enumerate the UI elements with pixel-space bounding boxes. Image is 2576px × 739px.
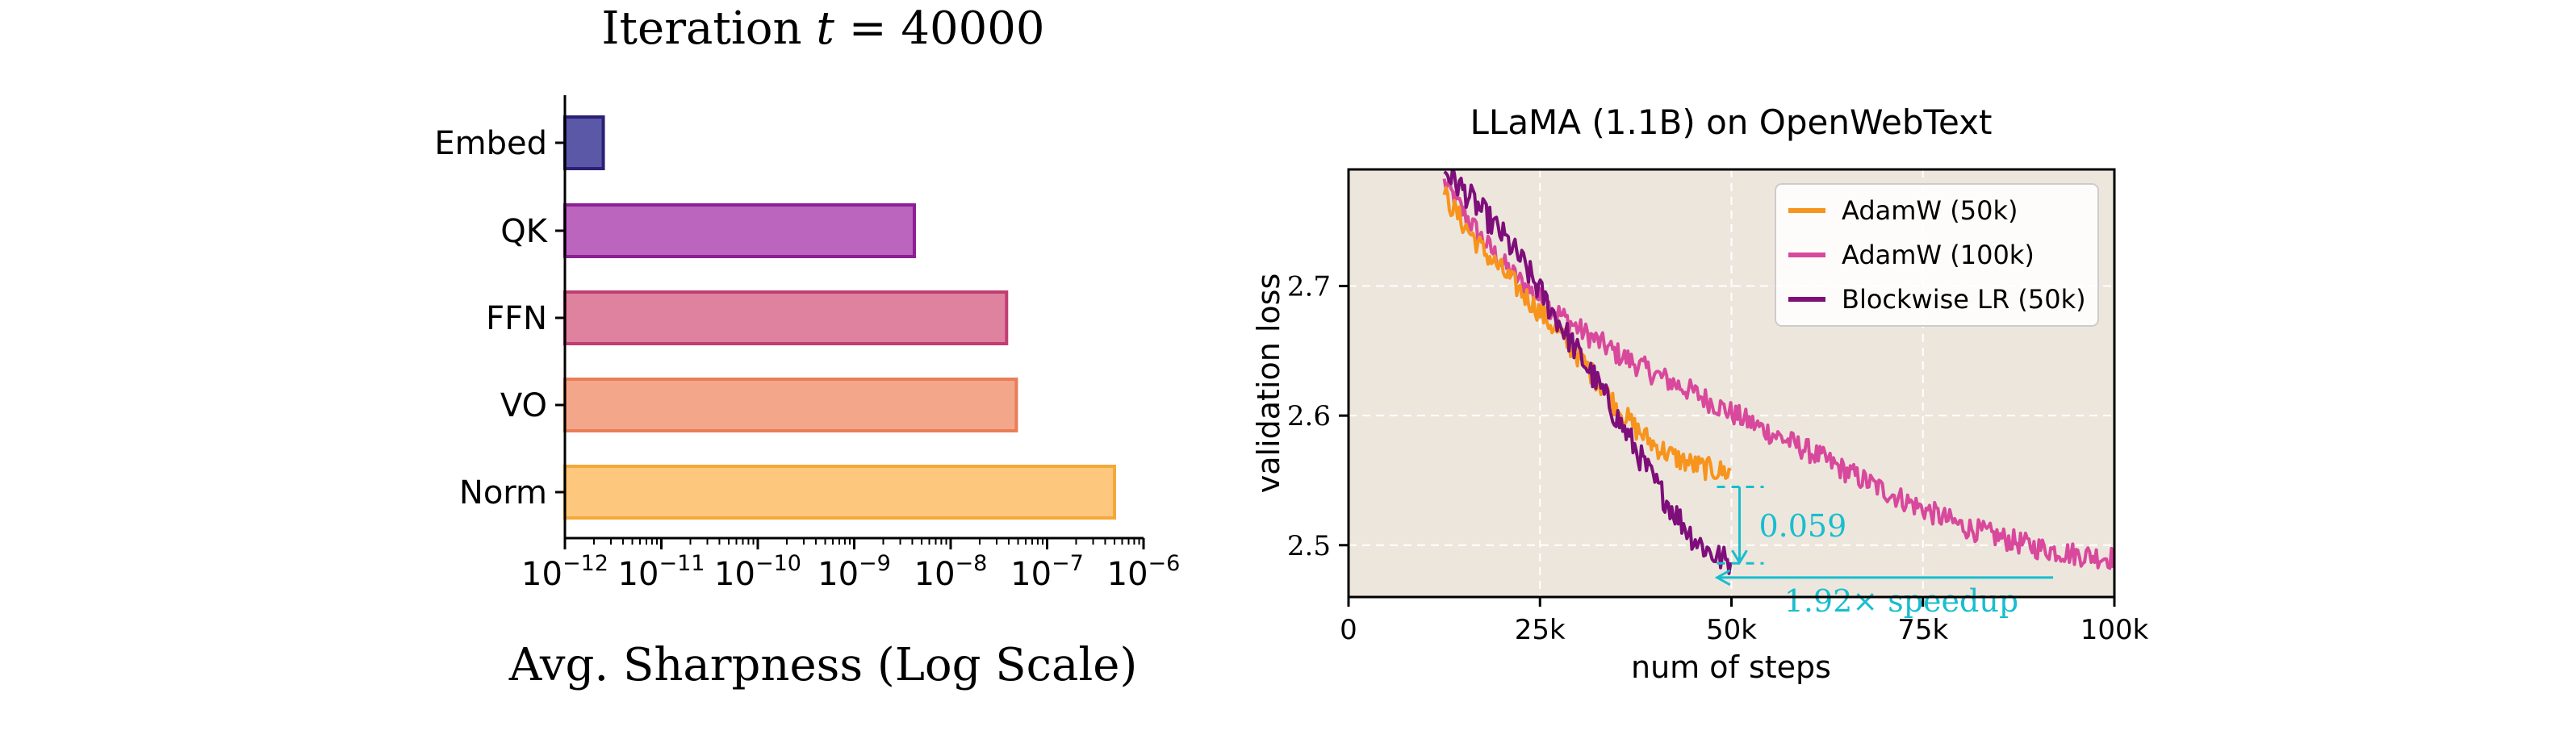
series-line-blockwise-lr-50k — [1443, 169, 1733, 575]
line-chart-title: LLaMA (1.1B) on OpenWebText — [1470, 102, 1993, 142]
speedup-arrowhead — [1714, 569, 1731, 587]
line-ytick-label: 2.6 — [1287, 400, 1331, 432]
bar-chart-xlabel: Avg. Sharpness (Log Scale) — [508, 639, 1138, 691]
sharpness-bar-chart: Iteration t = 40000 Embed QK FFN VO Norm 10−… — [434, 2, 1180, 691]
line-ytick-label: 2.5 — [1287, 530, 1331, 562]
legend-box — [1775, 183, 2099, 327]
line-xtick-label: 50k — [1706, 614, 1757, 646]
line-xtick-label: 100k — [2080, 614, 2149, 646]
gap-arrowhead — [1731, 549, 1748, 566]
line-xtick-label: 75k — [1897, 614, 1948, 646]
bar-qk — [563, 203, 916, 258]
bar-vo — [563, 378, 1018, 432]
line-chart-xlabel: num of steps — [1631, 649, 1831, 685]
legend-label: Blockwise LR (50k) — [1842, 284, 2086, 315]
line-xtick-label: 25k — [1515, 614, 1566, 646]
bar-ffn — [563, 290, 1009, 345]
bar-chart-title: Iteration t = 40000 — [601, 2, 1044, 55]
bar-xtick-label: 10−9 — [818, 551, 891, 593]
legend: AdamW (50k) AdamW (100k) Blockwise LR (50k… — [1775, 183, 2099, 327]
bar-norm — [563, 465, 1117, 520]
bar-xtick-label: 10−6 — [1107, 551, 1181, 593]
bar-category-label: QK — [500, 213, 548, 250]
bar-xtick-label: 10−11 — [618, 551, 705, 593]
bar-category-label: FFN — [486, 300, 547, 337]
bar-xtick-label: 10−10 — [714, 551, 801, 593]
line-ytick-label: 2.7 — [1287, 271, 1331, 303]
line-xtick-label: 0 — [1340, 614, 1357, 646]
bar-category-label: Embed — [434, 125, 547, 162]
gap-label: 0.059 — [1759, 508, 1847, 544]
legend-label: AdamW (100k) — [1842, 240, 2034, 270]
bar-embed — [563, 115, 605, 170]
bar-category-label: VO — [500, 387, 547, 424]
loss-line-chart: LLaMA (1.1B) on OpenWebText 0.059 1.92× s… — [1251, 102, 2149, 685]
speedup-label: 1.92× speedup — [1784, 583, 2018, 619]
bar-category-label: Norm — [459, 474, 547, 511]
bar-xtick-label: 10−7 — [1010, 551, 1084, 593]
bar-xtick-label: 10−8 — [914, 551, 988, 593]
bar-xtick-label: 10−12 — [521, 551, 608, 593]
series-line-adamw-50k — [1442, 186, 1732, 482]
legend-label: AdamW (50k) — [1842, 195, 2018, 226]
line-chart-ylabel: validation loss — [1251, 273, 1286, 494]
